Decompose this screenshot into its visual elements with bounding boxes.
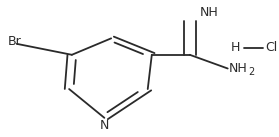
Text: NH: NH — [229, 62, 248, 75]
Text: NH: NH — [200, 6, 218, 19]
Text: Cl: Cl — [266, 42, 278, 54]
Text: H: H — [230, 42, 240, 54]
Text: N: N — [100, 119, 109, 132]
Text: 2: 2 — [249, 67, 255, 77]
Text: Br: Br — [8, 35, 22, 48]
